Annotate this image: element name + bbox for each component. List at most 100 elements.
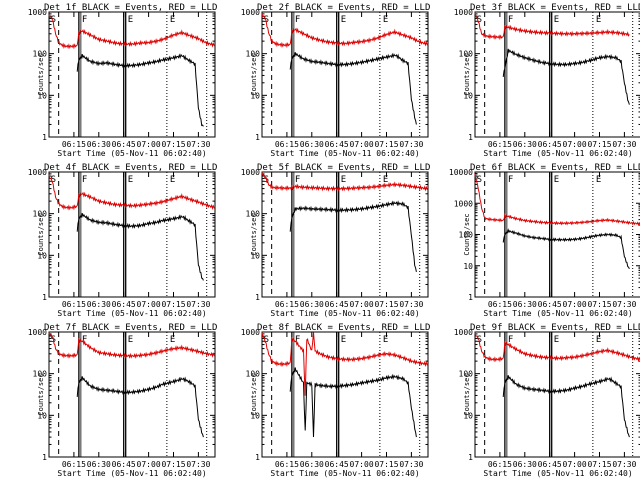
events-series-line [289,200,417,273]
marker-letter: S [264,15,269,25]
x-axis-label: Start Time (05-Nov-11 06:02:40) [270,309,419,318]
marker-letter: E [341,15,346,25]
panel-title: Det 1f BLACK = Events, RED = LLD [44,3,217,13]
y-tick-label: 1 [468,453,473,462]
x-tick-label: 07:30 [399,460,423,469]
panel-5: Det 5f BLACK = Events, RED = LLD 1 10 100 10… [241,163,431,318]
plot-frame [48,11,216,138]
y-tick-label: 10 [250,91,260,100]
marker-letter: E [554,335,559,345]
y-tick-label: 1 [42,453,47,462]
plot-frame [48,171,216,298]
panel-9: Det 9f BLACK = Events, RED = LLD 1 10 100 10… [454,323,640,478]
x-tick-label: 07:30 [399,300,423,309]
marker-letter: E [128,335,133,345]
x-tick-label: 06:30 [513,460,537,469]
lld-series-line [48,14,216,50]
panel-1: Det 1f BLACK = Events, RED = LLD 1 10 100 10… [28,3,218,158]
plot-frame [474,331,640,458]
marker-letter: F [508,15,513,25]
x-tick-label: 06:15 [62,300,86,309]
marker-letter: F [295,15,300,25]
marker-letter: E [170,175,175,185]
marker-letter: S [477,15,482,25]
marker-letter: E [170,15,175,25]
panel-3: Det 3f BLACK = Events, RED = LLD 1 10 100 10… [454,3,640,158]
plot-frame [261,331,429,458]
x-tick-label: 07:15 [587,300,611,309]
x-axis-label: Start Time (05-Nov-11 06:02:40) [483,149,632,158]
x-tick-label: 07:00 [563,300,587,309]
lld-series-line [261,172,429,192]
x-tick-label: 07:00 [137,140,161,149]
x-tick-label: 07:30 [186,140,210,149]
panel-4: Det 4f BLACK = Events, RED = LLD 1 10 100 10… [28,163,218,318]
x-tick-label: 07:30 [186,460,210,469]
y-tick-label: 1000 [28,8,47,17]
y-tick-label: 1000 [241,168,260,177]
y-axis-label: Counts/sec [463,53,471,95]
x-tick-label: 07:00 [137,460,161,469]
x-tick-label: 06:45 [538,300,562,309]
marker-letter: S [477,175,482,185]
marker-letter: F [82,335,87,345]
events-series-line [76,212,204,281]
lld-series-line [474,12,630,41]
x-tick-label: 06:30 [87,140,111,149]
x-tick-label: 07:00 [563,460,587,469]
x-axis-label: Start Time (05-Nov-11 06:02:40) [270,149,419,158]
marker-letter: F [295,175,300,185]
y-tick-label: 100 [246,50,261,59]
lld-series-line [261,13,429,49]
panel-title: Det 2f BLACK = Events, RED = LLD [257,3,430,13]
y-tick-label: 100 [246,370,261,379]
panel-8: Det 8f BLACK = Events, RED = LLD 1 10 100 10… [241,323,431,478]
marker-letter: E [341,175,346,185]
y-tick-label: 10 [250,251,260,260]
y-tick-label: 10 [37,251,47,260]
y-axis-label: Counts/sec [250,213,258,255]
y-axis-label: Counts/sec [37,53,45,95]
x-tick-label: 07:00 [137,300,161,309]
marker-letter: S [264,335,269,345]
marker-letter: E [170,335,175,345]
events-series-line [502,228,630,270]
marker-letter: E [128,15,133,25]
y-tick-label: 100 [33,370,48,379]
marker-letter: E [554,175,559,185]
x-axis-label: Start Time (05-Nov-11 06:02:40) [57,309,206,318]
x-tick-label: 06:15 [275,140,299,149]
marker-letter: E [596,335,601,345]
x-tick-label: 06:15 [275,460,299,469]
events-series-line [76,376,204,438]
x-tick-label: 06:30 [300,460,324,469]
y-tick-label: 100 [459,231,474,240]
marker-letter: E [383,335,388,345]
x-tick-label: 06:45 [112,460,136,469]
events-series-line [502,48,630,105]
x-axis-label: Start Time (05-Nov-11 06:02:40) [483,309,632,318]
marker-letter: E [383,175,388,185]
y-tick-label: 1 [255,133,260,142]
x-tick-label: 06:45 [112,140,136,149]
lld-series-line [474,332,640,363]
marker-letter: E [383,15,388,25]
lld-series-line [48,332,216,359]
y-tick-label: 1000 [454,328,473,337]
x-axis-label: Start Time (05-Nov-11 06:02:40) [483,469,632,478]
lld-series-line [474,173,640,227]
x-tick-label: 07:30 [612,140,636,149]
panel-2: Det 2f BLACK = Events, RED = LLD 1 10 100 10… [241,3,431,158]
events-series-line [289,367,417,438]
x-tick-label: 06:15 [275,300,299,309]
marker-letter: E [554,15,559,25]
x-tick-label: 06:15 [488,300,512,309]
x-tick-label: 06:45 [538,140,562,149]
x-tick-label: 06:45 [325,140,349,149]
y-tick-label: 1 [255,453,260,462]
plot-frame [261,11,429,138]
x-tick-label: 06:45 [325,300,349,309]
x-tick-label: 07:00 [563,140,587,149]
plot-frame [474,11,640,138]
